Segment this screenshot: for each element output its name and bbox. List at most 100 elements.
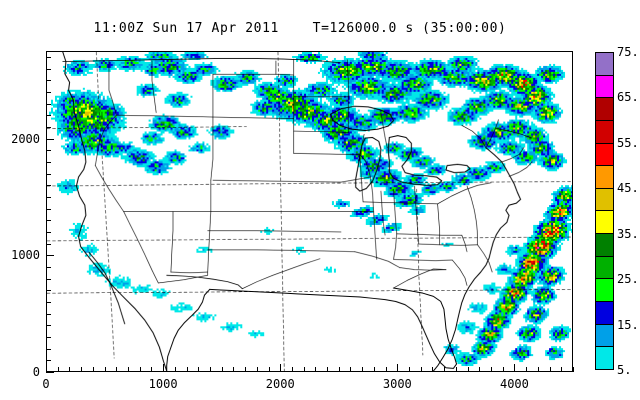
y-axis-tick (46, 244, 51, 245)
x-axis-tick (432, 367, 433, 372)
y-axis-tick (46, 314, 51, 315)
x-axis-tick (198, 367, 199, 372)
y-axis-tick (46, 139, 54, 140)
colorbar-band (596, 166, 613, 189)
y-axis-tick (46, 80, 51, 81)
y-axis-tick (46, 220, 51, 221)
x-axis-tick (69, 367, 70, 372)
x-axis-tick (175, 367, 176, 372)
y-axis-tick (46, 197, 51, 198)
x-axis-tick (58, 367, 59, 372)
y-axis-label: 2000 (11, 131, 40, 146)
x-axis-tick (304, 367, 305, 372)
x-axis-tick (233, 367, 234, 372)
x-axis-tick (421, 367, 422, 372)
x-axis-tick (140, 367, 141, 372)
colorbar-tick-label: 15. (617, 317, 639, 332)
y-axis-tick (46, 360, 51, 361)
x-axis-tick (210, 367, 211, 372)
y-axis-tick (46, 115, 51, 116)
colorbar-band (596, 143, 613, 167)
colorbar-band (596, 302, 613, 325)
x-axis-tick (292, 367, 293, 372)
x-axis-tick (409, 367, 410, 372)
x-axis-tick (315, 367, 316, 372)
x-axis-tick (362, 367, 363, 372)
y-axis-tick (46, 325, 51, 326)
x-axis-tick (386, 367, 387, 372)
colorbar-band (596, 120, 613, 144)
y-axis-tick (46, 267, 51, 268)
reflectivity-colorbar (595, 52, 614, 370)
y-axis-tick (46, 150, 51, 151)
x-axis-tick (187, 367, 188, 372)
colorbar-tick-label: 25. (617, 272, 639, 287)
y-axis-tick (46, 349, 51, 350)
x-axis-tick (491, 367, 492, 372)
y-axis-tick (46, 104, 51, 105)
colorbar-tick-label: 5. (617, 363, 632, 377)
x-axis-tick (81, 367, 82, 372)
x-axis-label: 0 (42, 377, 50, 391)
reflectivity-map-canvas (47, 52, 572, 371)
y-axis-tick (46, 185, 51, 186)
colorbar-band (596, 211, 613, 235)
x-axis-tick (46, 364, 47, 372)
x-axis-label: 3000 (382, 377, 412, 391)
y-axis-tick (46, 302, 51, 303)
x-axis-tick (456, 367, 457, 372)
x-axis-tick (397, 364, 398, 372)
colorbar-tick-label: 55. (617, 135, 639, 150)
colorbar-band (596, 279, 613, 303)
y-axis-tick (46, 279, 51, 280)
y-axis-tick (46, 290, 51, 291)
y-axis-tick (46, 92, 51, 93)
x-axis-tick (503, 367, 504, 372)
colorbar-band (596, 188, 613, 212)
x-axis-tick (151, 367, 152, 372)
colorbar-band (596, 75, 613, 99)
y-axis-tick (46, 337, 51, 338)
x-axis-tick (550, 367, 551, 372)
y-axis-tick (46, 127, 51, 128)
y-axis-tick (46, 162, 51, 163)
x-axis-tick (257, 367, 258, 372)
x-axis-label: 4000 (499, 377, 529, 391)
x-axis-tick (116, 367, 117, 372)
x-axis-tick (93, 367, 94, 372)
x-axis-tick (468, 367, 469, 372)
colorbar-tick-label: 45. (617, 181, 639, 196)
colorbar-band (596, 324, 613, 348)
x-axis-tick (339, 367, 340, 372)
x-axis-tick (105, 367, 106, 372)
y-axis-tick (46, 255, 54, 256)
x-axis-tick (479, 367, 480, 372)
x-axis-label: 2000 (265, 377, 295, 391)
x-axis-tick (222, 367, 223, 372)
x-axis-tick (163, 364, 164, 372)
x-axis-tick (561, 367, 562, 372)
x-axis-tick (374, 367, 375, 372)
x-axis-tick (128, 367, 129, 372)
y-axis-tick (46, 69, 51, 70)
y-axis-tick (46, 209, 51, 210)
colorbar-tick-label: 35. (617, 226, 639, 241)
colorbar-band (596, 256, 613, 280)
x-axis-tick (350, 367, 351, 372)
colorbar-tick-label: 65. (617, 90, 639, 105)
y-axis-tick (46, 232, 51, 233)
x-axis-tick (269, 367, 270, 372)
x-axis-tick (526, 367, 527, 372)
y-axis-tick (46, 372, 54, 373)
y-axis-tick (46, 174, 51, 175)
plot-title: 11:00Z Sun 17 Apr 2011 T=126000.0 s (35:… (93, 21, 507, 36)
map-plot-area (46, 51, 573, 372)
colorbar-band (596, 234, 613, 257)
y-axis-label: 1000 (11, 248, 40, 263)
y-axis-tick (46, 57, 51, 58)
colorbar-band (596, 347, 613, 369)
x-axis-tick (514, 364, 515, 372)
colorbar-band (596, 53, 613, 76)
colorbar-tick-label: 75. (617, 45, 639, 59)
